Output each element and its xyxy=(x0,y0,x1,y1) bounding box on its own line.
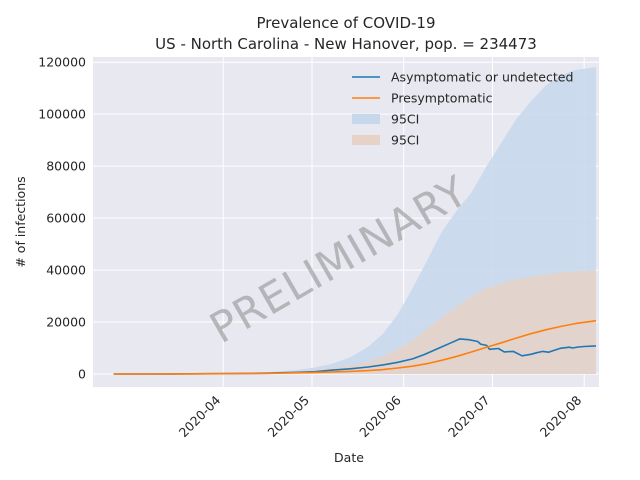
chart-title-line1: Prevalence of COVID-19 xyxy=(256,14,435,32)
ci-band-ci_presymptomatic xyxy=(113,270,596,374)
x-axis-label: Date xyxy=(334,450,364,465)
y-tick-label: 80000 xyxy=(46,159,86,174)
y-axis-label: # of infections xyxy=(13,176,28,267)
y-tick-label: 100000 xyxy=(38,107,86,122)
y-tick-label: 60000 xyxy=(46,211,86,226)
legend-label: Presymptomatic xyxy=(391,91,493,106)
chart-title-line2: US - North Carolina - New Hanover, pop. … xyxy=(155,35,537,53)
y-tick-label: 20000 xyxy=(46,315,86,330)
legend-label: 95CI xyxy=(391,133,419,148)
y-tick-label: 40000 xyxy=(46,263,86,278)
y-tick-label: 0 xyxy=(78,367,86,382)
confidence-bands xyxy=(113,67,596,375)
plot-area: PRELIMINARY xyxy=(93,57,599,387)
legend-label: Asymptomatic or undetected xyxy=(391,70,573,85)
legend-patch-swatch xyxy=(352,135,380,145)
legend: Asymptomatic or undetected Presymptomatic… xyxy=(352,70,573,148)
series-line-presymptomatic xyxy=(113,319,597,375)
legend-label: 95CI xyxy=(391,112,419,127)
y-axis-ticks: 0 20000 40000 60000 80000 100000 120000 xyxy=(38,55,86,382)
legend-patch-swatch xyxy=(352,114,380,124)
y-tick-label: 120000 xyxy=(38,55,86,70)
series-lines xyxy=(113,319,597,375)
